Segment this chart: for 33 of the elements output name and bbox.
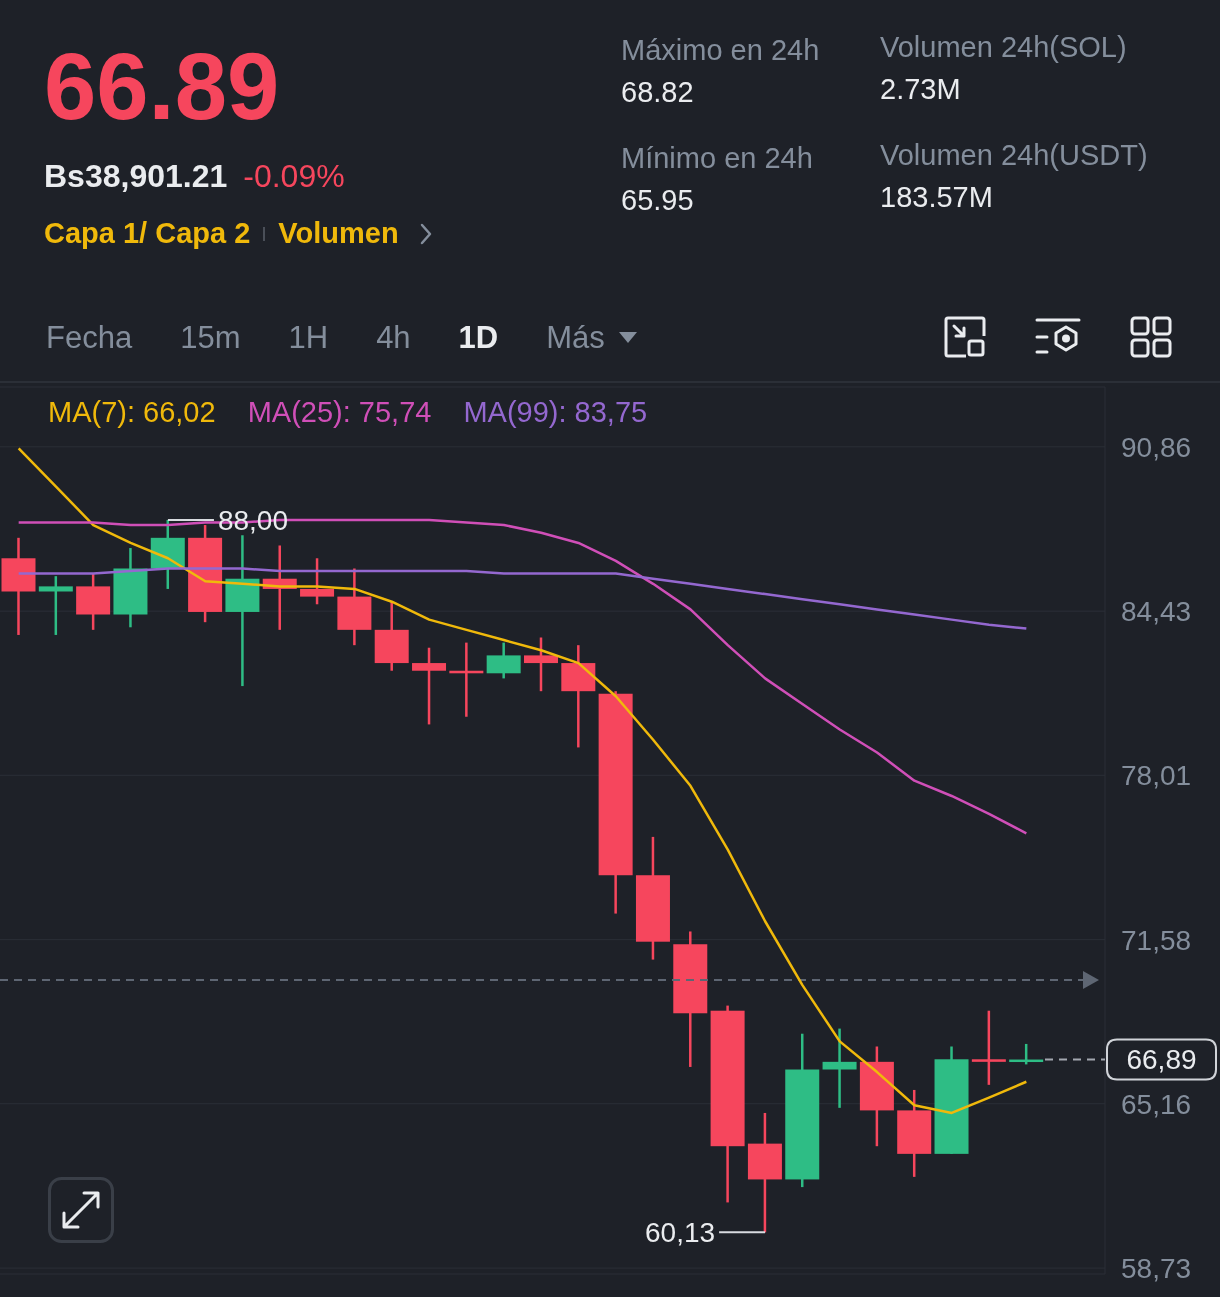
- text: MA(25): 75,74: [247, 395, 432, 429]
- text: 1D: [458, 320, 499, 356]
- text: Máximo en 24h: [621, 33, 820, 68]
- text: 2.73M: [880, 72, 962, 107]
- y-tick-label: 90,86: [1121, 431, 1192, 463]
- text: 66,89: [1126, 1044, 1197, 1076]
- text: 65.95: [621, 183, 695, 218]
- y-tick-label: 84,43: [1121, 596, 1192, 628]
- series-label: MA(7): 66,02: [48, 395, 216, 429]
- candlestick: [822, 1028, 857, 1108]
- y-tick-label: 65,16: [1121, 1088, 1192, 1120]
- text: 15m: [180, 320, 241, 356]
- text: 66.89: [44, 34, 281, 139]
- text: Capa 1/ Capa 2: [44, 217, 251, 249]
- y-tick-label: 78,01: [1121, 760, 1192, 792]
- annotation: 60,13: [645, 1217, 716, 1249]
- y-tick-label: 58,73: [1121, 1253, 1192, 1285]
- text: Volumen 24h(USDT): [880, 138, 1148, 173]
- line-series: [17, 447, 1028, 1115]
- text: Más: [546, 320, 605, 356]
- text: 183.57M: [880, 180, 994, 215]
- text: MA(99): 83,75: [463, 395, 648, 429]
- text: 4h: [376, 320, 411, 356]
- text: -0.09%: [243, 158, 345, 194]
- candlestick: [225, 535, 260, 687]
- text: Volumen: [278, 217, 399, 249]
- y-tick-label: 71,58: [1121, 924, 1192, 956]
- text: 1H: [288, 320, 329, 356]
- text: Fecha: [46, 320, 133, 356]
- text: Mínimo en 24h: [621, 141, 814, 176]
- text: Bs38,901.21: [44, 158, 228, 194]
- text: Volumen 24h(SOL): [880, 30, 1128, 65]
- text: 68.82: [621, 75, 695, 110]
